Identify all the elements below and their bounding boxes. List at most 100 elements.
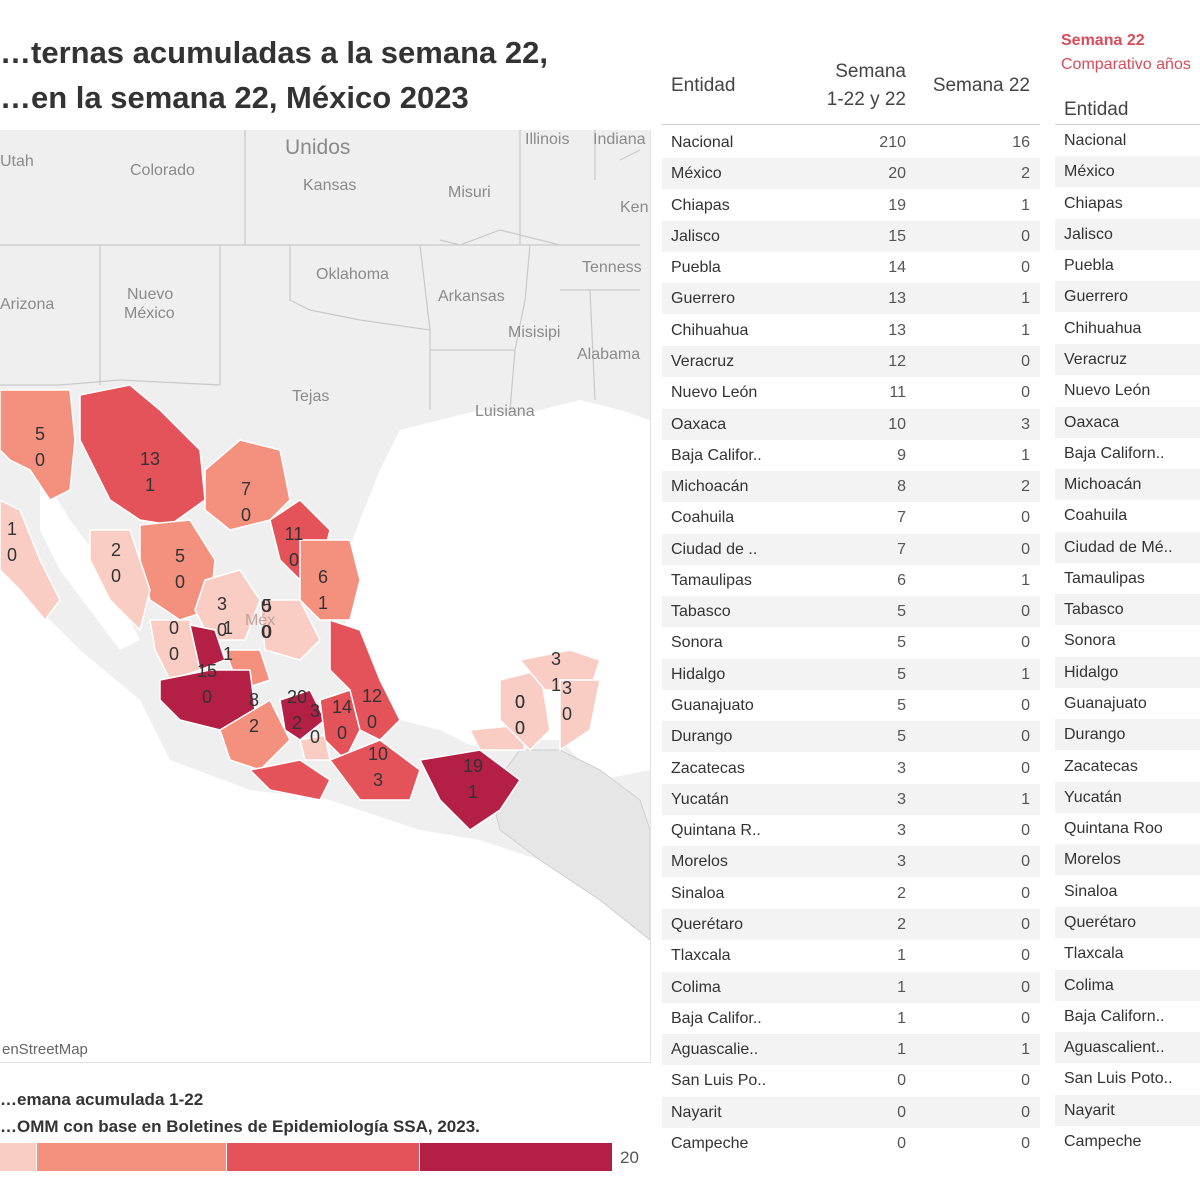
table-row[interactable]: San Luis Po.. 0 0 xyxy=(662,1065,1040,1096)
cell-entidad: Nacional xyxy=(1064,132,1127,149)
table-row[interactable]: San Luis Poto.. xyxy=(1055,1063,1200,1094)
state-guerrero[interactable] xyxy=(248,759,331,801)
table-row[interactable]: Tabasco 5 0 xyxy=(662,596,1040,628)
table-row[interactable]: Guerrero 13 1 xyxy=(662,283,1040,315)
state-san-luis-potosi[interactable] xyxy=(259,599,321,661)
table-row[interactable]: Aguascalie.. 1 1 xyxy=(662,1034,1040,1066)
choropleth-map[interactable]: Utah Colorado Unidos Kansas Illinois Ind… xyxy=(0,130,651,1063)
table-row[interactable]: Ciudad de .. 7 0 xyxy=(662,533,1040,565)
table-row[interactable]: Chiapas xyxy=(1055,188,1200,219)
table-row[interactable]: Durango 5 0 xyxy=(662,721,1040,753)
table-row[interactable]: Ciudad de Mé.. xyxy=(1055,531,1200,563)
table-row[interactable]: Tamaulipas xyxy=(1055,563,1200,594)
table-row[interactable]: Baja Californ.. xyxy=(1055,438,1200,469)
table-row[interactable]: Campeche 0 0 xyxy=(662,1128,1040,1159)
state-zacatecas[interactable] xyxy=(194,569,261,641)
table-row[interactable]: Tabasco xyxy=(1055,594,1200,626)
table-row[interactable]: Colima xyxy=(1055,969,1200,1001)
cell-entidad: Chiapas xyxy=(671,196,730,214)
table-row[interactable]: Durango xyxy=(1055,719,1200,751)
t1-header-semana[interactable]: Semana 22 xyxy=(932,75,1030,96)
table-row[interactable]: Veracruz xyxy=(1055,343,1200,375)
state-quintana-roo[interactable] xyxy=(559,679,601,752)
table-row[interactable]: Guanajuato xyxy=(1055,688,1200,719)
table-row[interactable]: Chihuahua xyxy=(1055,313,1200,344)
t1-header-acum-2[interactable]: 1-22 y 22 xyxy=(826,89,906,110)
table-row[interactable]: Chihuahua 13 1 xyxy=(662,315,1040,346)
table-row[interactable]: Aguascalient.. xyxy=(1055,1032,1200,1064)
table-row[interactable]: Nuevo León 11 0 xyxy=(662,377,1040,408)
table-row[interactable]: Jalisco 15 0 xyxy=(662,220,1040,252)
table-row[interactable]: Campeche xyxy=(1055,1126,1200,1157)
table-row[interactable]: Puebla 14 0 xyxy=(662,252,1040,283)
table-row[interactable]: Jalisco xyxy=(1055,218,1200,250)
state-sinaloa[interactable] xyxy=(89,529,151,632)
table-row[interactable]: Michoacán xyxy=(1055,469,1200,501)
table-row[interactable]: Coahuila 7 0 xyxy=(662,502,1040,533)
table-row[interactable]: Nayarit 0 0 xyxy=(662,1096,1040,1128)
table-row[interactable]: Baja Califor.. 9 1 xyxy=(662,440,1040,471)
t2-header-entidad[interactable]: Entidad xyxy=(1064,99,1129,120)
table-row[interactable]: Oaxaca xyxy=(1055,406,1200,438)
table-row[interactable]: Sinaloa 2 0 xyxy=(662,878,1040,909)
cell-semana: 0 xyxy=(1021,1134,1030,1152)
us-state-borders xyxy=(0,130,641,411)
state-label-acumulado: 5 xyxy=(35,424,45,444)
table-row[interactable]: Baja Califor.. 1 0 xyxy=(662,1003,1040,1034)
table-row[interactable]: Zacatecas 3 0 xyxy=(662,753,1040,784)
table-row[interactable]: Querétaro xyxy=(1055,907,1200,938)
table-row[interactable]: México 20 2 xyxy=(662,158,1040,190)
cell-entidad: Ciudad de Mé.. xyxy=(1064,538,1173,556)
table-row[interactable]: Yucatán 3 1 xyxy=(662,783,1040,815)
table-row[interactable]: Veracruz 12 0 xyxy=(662,345,1040,377)
table-row[interactable]: Nuevo León xyxy=(1055,375,1200,406)
state-tamaulipas[interactable] xyxy=(299,539,361,621)
table-row[interactable]: Hidalgo 5 1 xyxy=(662,658,1040,690)
table-row[interactable]: Quintana R.. 3 0 xyxy=(662,815,1040,846)
cell-entidad: Yucatán xyxy=(671,790,729,808)
table-row[interactable]: México xyxy=(1055,156,1200,188)
state-aguascalientes[interactable] xyxy=(189,624,226,672)
label-oklahoma: Oklahoma xyxy=(316,266,389,283)
table-row[interactable]: Tlaxcala xyxy=(1055,938,1200,969)
table-row[interactable]: Tlaxcala 1 0 xyxy=(662,940,1040,971)
table-row[interactable]: Puebla xyxy=(1055,250,1200,281)
table-row[interactable]: Michoacán 8 2 xyxy=(662,471,1040,503)
table-row[interactable]: Oaxaca 10 3 xyxy=(662,408,1040,440)
t1-header-entidad[interactable]: Entidad xyxy=(671,75,736,96)
central-america xyxy=(489,749,650,941)
state-baja-california[interactable] xyxy=(0,389,76,501)
table-row[interactable]: Sonora xyxy=(1055,625,1200,656)
table-row[interactable]: Sinaloa xyxy=(1055,876,1200,907)
table-row[interactable]: Morelos 3 0 xyxy=(662,846,1040,878)
table-row[interactable]: Baja Californ.. xyxy=(1055,1001,1200,1032)
table-row[interactable]: Colima 1 0 xyxy=(662,971,1040,1003)
state-coahuila[interactable] xyxy=(204,439,291,531)
cell-acumulado: 3 xyxy=(897,759,906,777)
cell-entidad: Michoacán xyxy=(1064,476,1142,494)
table-row[interactable]: Zacatecas xyxy=(1055,751,1200,782)
table-row[interactable]: Nacional xyxy=(1055,125,1200,156)
table-row[interactable]: Chiapas 19 1 xyxy=(662,190,1040,221)
state-baja-california-sur[interactable] xyxy=(0,499,61,622)
table-row[interactable]: Nacional 210 16 xyxy=(662,127,1040,158)
state-mexico[interactable] xyxy=(279,689,326,741)
state-puebla[interactable] xyxy=(319,689,361,762)
table-row[interactable]: Hidalgo xyxy=(1055,656,1200,688)
state-michoacan[interactable] xyxy=(219,698,291,771)
table-row[interactable]: Querétaro 2 0 xyxy=(662,909,1040,940)
table-row[interactable]: Sonora 5 0 xyxy=(662,627,1040,658)
table-row[interactable]: Guerrero xyxy=(1055,281,1200,313)
state-oaxaca[interactable] xyxy=(328,739,421,801)
table-row[interactable]: Morelos xyxy=(1055,844,1200,876)
table-row[interactable]: Nayarit xyxy=(1055,1094,1200,1126)
table-row[interactable]: Quintana Roo xyxy=(1055,813,1200,844)
state-sonora[interactable] xyxy=(79,384,206,526)
table-row[interactable]: Coahuila xyxy=(1055,500,1200,531)
table-row[interactable]: Tamaulipas 6 1 xyxy=(662,565,1040,596)
label-tennessee: Tenness xyxy=(582,259,642,276)
t1-header-acum-1[interactable]: Semana xyxy=(835,61,906,82)
table-row[interactable]: Guanajuato 5 0 xyxy=(662,690,1040,721)
table-row[interactable]: Yucatán xyxy=(1055,781,1200,813)
cell-entidad: Nayarit xyxy=(1064,1101,1115,1119)
